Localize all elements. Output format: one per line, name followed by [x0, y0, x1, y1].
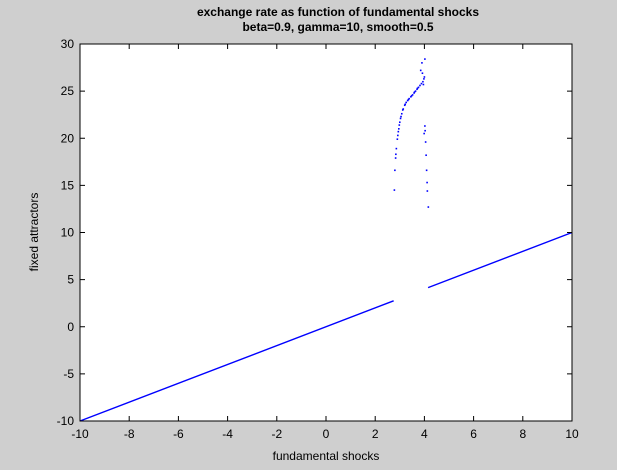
data-point — [401, 109, 404, 111]
data-point — [408, 97, 410, 100]
data-point — [419, 69, 422, 72]
data-point — [397, 130, 400, 133]
data-point — [406, 99, 409, 102]
data-point — [410, 95, 413, 97]
data-point — [421, 72, 424, 75]
x-tick-label: -4 — [222, 427, 233, 441]
data-point — [399, 121, 401, 124]
data-point — [402, 108, 405, 110]
y-tick-label: 30 — [61, 37, 75, 51]
data-point — [399, 117, 402, 120]
data-point — [397, 134, 399, 137]
x-axis-label: fundamental shocks — [273, 449, 380, 463]
x-tick-label: -8 — [124, 427, 135, 441]
data-point — [416, 87, 419, 90]
data-point — [424, 141, 427, 143]
data-point — [427, 206, 430, 208]
data-point — [407, 98, 410, 101]
data-point — [422, 83, 425, 86]
y-tick-label: 25 — [61, 84, 75, 98]
data-point — [425, 169, 428, 172]
data-point — [398, 128, 400, 130]
x-tick-label: 8 — [519, 427, 526, 441]
data-point — [424, 129, 426, 132]
data-point — [424, 125, 426, 127]
data-point — [393, 189, 396, 191]
x-tick-label: 0 — [323, 427, 330, 441]
y-tick-label: 15 — [61, 178, 75, 192]
y-axis-label: fixed attractors — [27, 193, 41, 272]
data-point — [403, 104, 406, 107]
data-point — [417, 86, 420, 89]
attractor-line-segment — [427, 231, 573, 289]
data-point — [413, 92, 415, 94]
data-point — [398, 124, 401, 126]
x-tick-label: 10 — [565, 427, 579, 441]
data-point — [405, 101, 407, 104]
data-point — [410, 95, 412, 98]
data-point — [394, 157, 397, 159]
y-axis: -10 -5 0 5 10 15 20 25 30 — [57, 37, 572, 428]
chart-title: exchange rate as function of fundamental… — [197, 5, 479, 19]
y-tick-label: 0 — [67, 320, 74, 334]
x-axis: -10 -8 -6 -4 -2 0 2 4 6 8 10 — [71, 44, 579, 441]
data-point — [416, 88, 418, 91]
data-point — [413, 91, 416, 93]
data-point — [394, 169, 396, 172]
x-tick-label: 2 — [372, 427, 379, 441]
x-tick-label: 4 — [421, 427, 428, 441]
data-point — [400, 112, 403, 115]
data-point — [411, 94, 414, 96]
data-point — [400, 115, 402, 118]
data-point — [404, 103, 407, 106]
data-point — [421, 62, 423, 64]
data-point — [420, 82, 423, 85]
data-point — [419, 84, 421, 87]
x-tick-label: -6 — [173, 427, 184, 441]
data-point — [423, 132, 425, 135]
y-tick-label: 20 — [61, 131, 75, 145]
y-tick-label: 10 — [61, 226, 75, 240]
data-point — [426, 181, 428, 184]
attractor-line-segment — [79, 300, 394, 422]
x-tick-label: -2 — [271, 427, 282, 441]
x-tick-label: -10 — [71, 427, 89, 441]
chart-subtitle: beta=0.9, gamma=10, smooth=0.5 — [242, 20, 433, 34]
y-tick-label: -10 — [57, 414, 75, 428]
data-point — [423, 76, 426, 78]
data-point — [422, 80, 424, 83]
y-tick-label: -5 — [63, 367, 74, 381]
data-point — [423, 78, 425, 80]
data-point — [426, 190, 429, 192]
data-point — [396, 138, 399, 140]
data-point — [425, 154, 427, 157]
data-point — [395, 147, 398, 150]
data-point — [414, 90, 417, 92]
data-layer — [79, 58, 573, 422]
x-tick-label: 6 — [470, 427, 477, 441]
data-point — [395, 153, 397, 156]
plot-area — [80, 44, 572, 421]
data-point — [424, 58, 426, 60]
y-tick-label: 5 — [67, 273, 74, 287]
